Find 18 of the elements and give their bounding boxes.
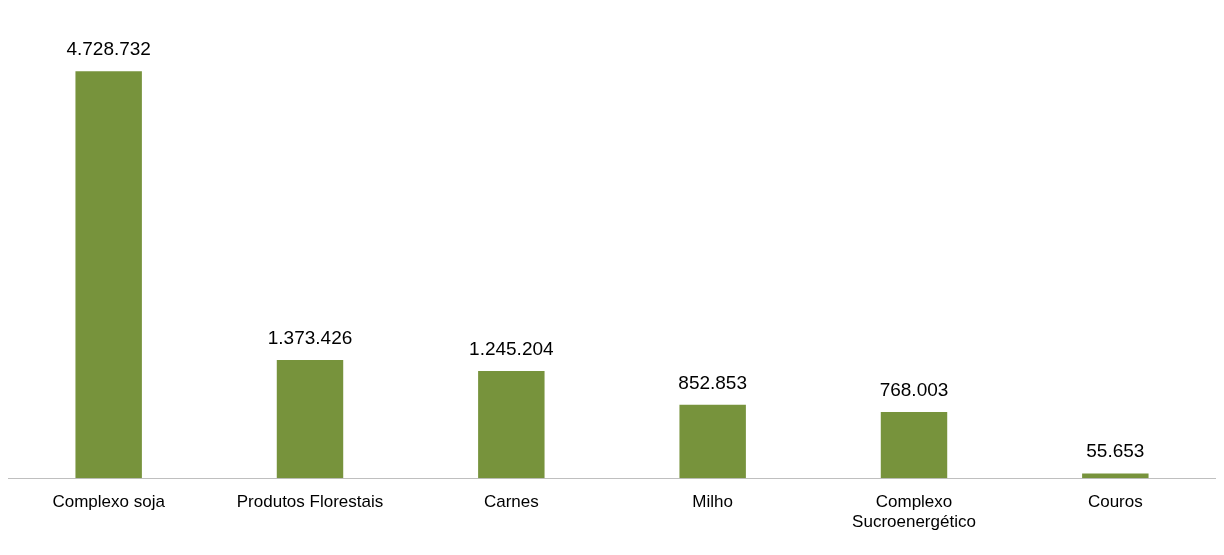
data-label: 55.653: [1086, 440, 1145, 462]
x-tick-label: Complexo soja: [52, 492, 166, 512]
x-tick-label: Complexo Sucroenergético: [852, 492, 976, 532]
x-tick-label: Couros: [1087, 492, 1143, 512]
bar: [1082, 473, 1149, 479]
bar: [478, 371, 545, 479]
data-label: 852.853: [678, 371, 748, 393]
bar: [75, 71, 142, 479]
x-tick-label: Produtos Florestais: [236, 492, 384, 512]
data-label: 1.245.204: [469, 337, 555, 359]
data-label: 1.373.426: [267, 326, 353, 348]
bar: [880, 412, 948, 479]
bar: [679, 404, 746, 479]
data-label: 768.003: [879, 378, 949, 400]
bar: [276, 360, 344, 479]
x-tick-label: Carnes: [483, 492, 539, 512]
x-tick-label: Milho: [692, 492, 733, 512]
data-label: 4.728.732: [66, 38, 151, 60]
